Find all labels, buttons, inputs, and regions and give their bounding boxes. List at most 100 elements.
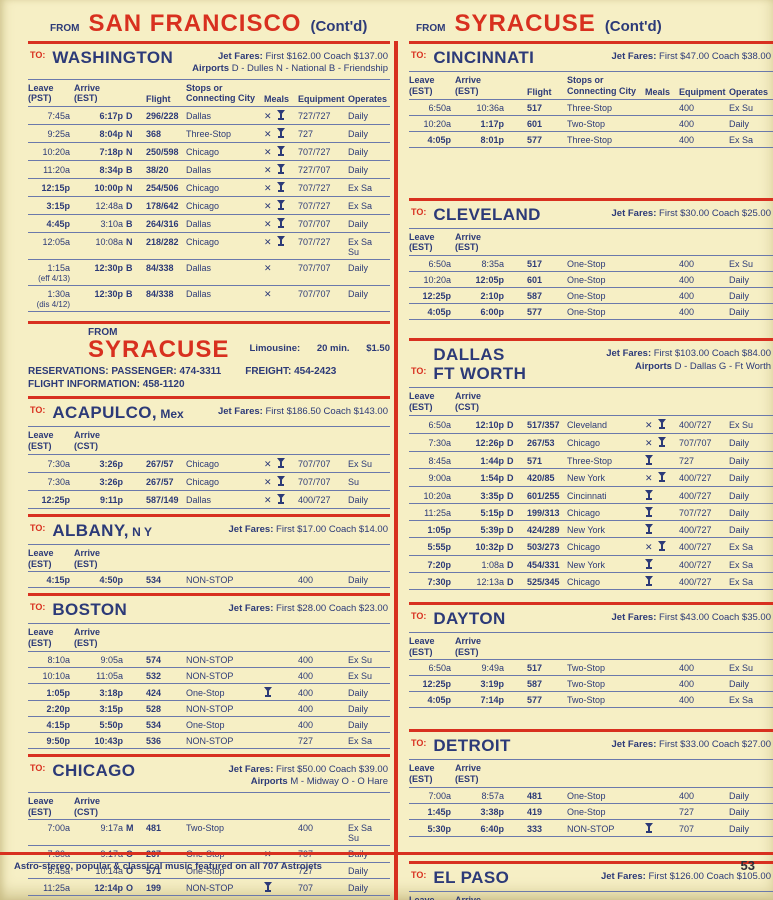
stops-label-2: Connecting City: [186, 93, 255, 104]
arrive-airport-code: [507, 259, 519, 269]
flight-row: 4:45p 3:10a B 264/316 Dallas ✕ 707/707 Daily: [28, 215, 390, 234]
equipment: 400: [679, 259, 695, 270]
column-headers: Leave (EST) Arrive (CST): [409, 388, 773, 416]
stem-shape: [267, 886, 269, 891]
meals-cell: ✕: [262, 128, 296, 140]
arrive-time-cell: 3:15p: [74, 704, 138, 714]
meals-cell: [643, 454, 677, 466]
leave-time-cell: 9:50p: [28, 736, 74, 746]
leave-note: (eff 4/13): [38, 274, 70, 284]
arrive-time: 5:39p: [480, 524, 504, 535]
leave-time: 6:50a: [428, 102, 451, 113]
arrive-time-cell: 4:50p: [74, 575, 138, 585]
operates: Daily: [729, 437, 750, 448]
meal-icon: ✕: [264, 183, 272, 194]
arrive-airport-code: [126, 671, 138, 681]
empty-header-cell: [643, 391, 677, 413]
meal-icon: ✕: [264, 129, 272, 140]
equipment: 400/727: [679, 576, 712, 587]
stops-or-connecting-city: NON-STOP: [186, 883, 234, 894]
meal-icon: ✕: [264, 263, 272, 274]
arrive-time-cell: 6:00p: [455, 307, 519, 317]
equipment: 400: [298, 655, 314, 666]
airports-line: Airports D - Dallas G - Ft Worth: [606, 361, 771, 373]
stops-or-connecting-city: One-Stop: [186, 866, 225, 877]
right-sections: TO: CINCINNATI Jet Fares: First $47.00 Coa…: [409, 41, 773, 900]
leave-header: Leave(EST): [409, 763, 455, 785]
airports-label: Airports: [634, 360, 675, 372]
empty-header-cell: [296, 627, 346, 649]
arrive-time-cell: 8:01p: [455, 135, 519, 145]
arrive-time-cell: 8:34p B: [74, 165, 138, 175]
arrive-time-cell: 5:50p: [74, 720, 138, 730]
leave-time: 1:05p: [427, 524, 451, 535]
limousine-time: 20 min.: [316, 343, 350, 355]
operates: Daily: [348, 704, 369, 715]
base-shape: [646, 583, 652, 586]
section-header: TO: DAYTON Jet Fares: First $43.00 Coach $…: [409, 605, 773, 633]
empty-header-cell: [346, 627, 384, 649]
destination-section-boston: TO: BOSTON Jet Fares: First $28.00 Coach $…: [28, 593, 390, 750]
meals-header: Meals: [645, 86, 671, 97]
bowl-shape: [264, 882, 272, 888]
equipment: 727: [298, 129, 314, 140]
arrive-time: 3:15p: [99, 704, 123, 715]
empty-header-cell: [519, 763, 565, 785]
leave-label: Leave: [409, 763, 435, 774]
arrive-airport-code: [507, 679, 519, 689]
section-header: TO: EL PASO Jet Fares: First $126.00 Coach…: [409, 864, 773, 892]
leave-header: Leave (PST): [28, 83, 74, 105]
to-label: TO:: [30, 522, 46, 533]
stops-label-1: Stops or: [567, 75, 604, 85]
flight-number: 264/316: [146, 219, 179, 230]
flight-number: 218/282: [146, 237, 179, 248]
flight-number: 601/255: [527, 490, 560, 501]
reservations-line: RESERVATIONS: PASSENGER: 474-3311 FREIGHT…: [28, 365, 390, 378]
equipment: 707: [679, 823, 695, 834]
fares-info: Jet Fares: First $17.00 Coach $14.00: [229, 522, 389, 536]
empty-header-cell: [519, 636, 565, 658]
equipment: 400/727: [679, 419, 712, 430]
arrive-airport-code: [507, 695, 519, 705]
flight-row: 4:05p 8:01p 577 Three-Stop 400 Ex Sa: [409, 132, 773, 148]
equipment: 400: [679, 291, 695, 302]
base-shape: [646, 462, 652, 465]
leave-label: Leave: [409, 635, 435, 646]
destination-section-washington: TO: WASHINGTON Jet Fares: First $162.00 Co…: [28, 41, 390, 313]
fares-info: Jet Fares: First $50.00 Coach $39.00 Airp…: [229, 762, 389, 789]
bowl-shape: [276, 164, 285, 170]
city-name: ACAPULCO,: [52, 403, 157, 423]
flight-row: 9:25a 8:04p N 368 Three-Stop ✕ 727 Daily: [28, 125, 390, 144]
flight-number: 587: [527, 291, 543, 302]
empty-header-cell: [184, 548, 262, 570]
footnote: Astro-stereo, popular & classical music …: [14, 861, 322, 872]
flight-number: 296/228: [146, 111, 179, 122]
flight-number: 532: [146, 671, 162, 682]
flight-number: 424: [146, 688, 162, 699]
leave-time-cell: 11:25a: [409, 508, 455, 518]
operates: Daily: [348, 688, 369, 699]
meal-icon: ✕: [264, 237, 272, 248]
equipment: 707/707: [298, 458, 331, 469]
arrive-label: Arrive: [455, 231, 482, 242]
arrive-time: 10:08a: [95, 237, 123, 248]
jet-fares-line: Jet Fares: First $50.00 Coach $39.00: [229, 764, 389, 776]
flight-number: 601: [527, 118, 543, 129]
empty-header-cell: [727, 763, 765, 785]
equipment: 400: [298, 823, 314, 834]
destination-section-detroit: TO: DETROIT Jet Fares: First $33.00 Coach …: [409, 729, 773, 837]
arrive-time: 3:19p: [480, 679, 504, 690]
destination-section-dayton: TO: DAYTON Jet Fares: First $43.00 Coach $…: [409, 601, 773, 709]
arrive-airport-code: D: [507, 419, 514, 430]
beverage-icon: [276, 236, 286, 247]
arrive-time: 1:08a: [481, 559, 504, 570]
arrive-time: 6:00p: [480, 307, 504, 318]
limousine-fare: $1.50: [366, 343, 390, 355]
arrive-time-cell: 3:19p: [455, 679, 519, 689]
leave-header: Leave(EST): [409, 75, 455, 97]
leave-label: Leave: [28, 547, 54, 558]
bowl-shape: [276, 457, 285, 463]
meals-cell: ✕: [643, 471, 677, 484]
column-headers: Leave (EST) Arrive (CST): [28, 427, 390, 455]
arrive-time-cell: 3:10a B: [74, 219, 138, 229]
